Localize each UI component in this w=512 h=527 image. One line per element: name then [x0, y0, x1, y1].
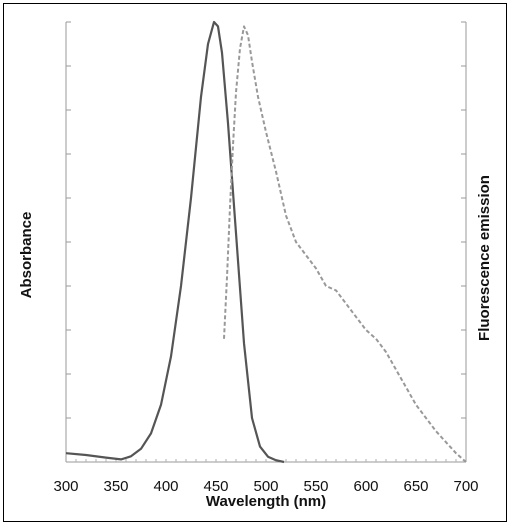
y-axis-label-right: Fluorescence emission: [476, 175, 493, 341]
x-tick-label: 700: [453, 478, 478, 495]
x-tick-label: 650: [403, 478, 428, 495]
x-tick-label: 600: [353, 478, 378, 495]
plot-area: [65, 22, 467, 463]
fluorescence-emission-curve: [223, 25, 467, 463]
chart-frame: [3, 3, 507, 522]
tick-marks: [66, 21, 466, 462]
x-tick-label: 350: [103, 478, 128, 495]
x-tick-label: 500: [253, 478, 278, 495]
x-tick-label: 550: [303, 478, 328, 495]
y-axis-label-left: Absorbance: [18, 212, 35, 299]
x-tick-label: 450: [203, 478, 228, 495]
x-tick-label: 400: [153, 478, 178, 495]
series-layer: [65, 20, 467, 464]
x-tick-label: 300: [53, 478, 78, 495]
tick-labels: 300 350 400 450 500 550 600 650 700: [53, 478, 478, 495]
x-axis-label: Wavelength (nm): [206, 493, 326, 510]
absorbance-curve: [65, 20, 285, 464]
